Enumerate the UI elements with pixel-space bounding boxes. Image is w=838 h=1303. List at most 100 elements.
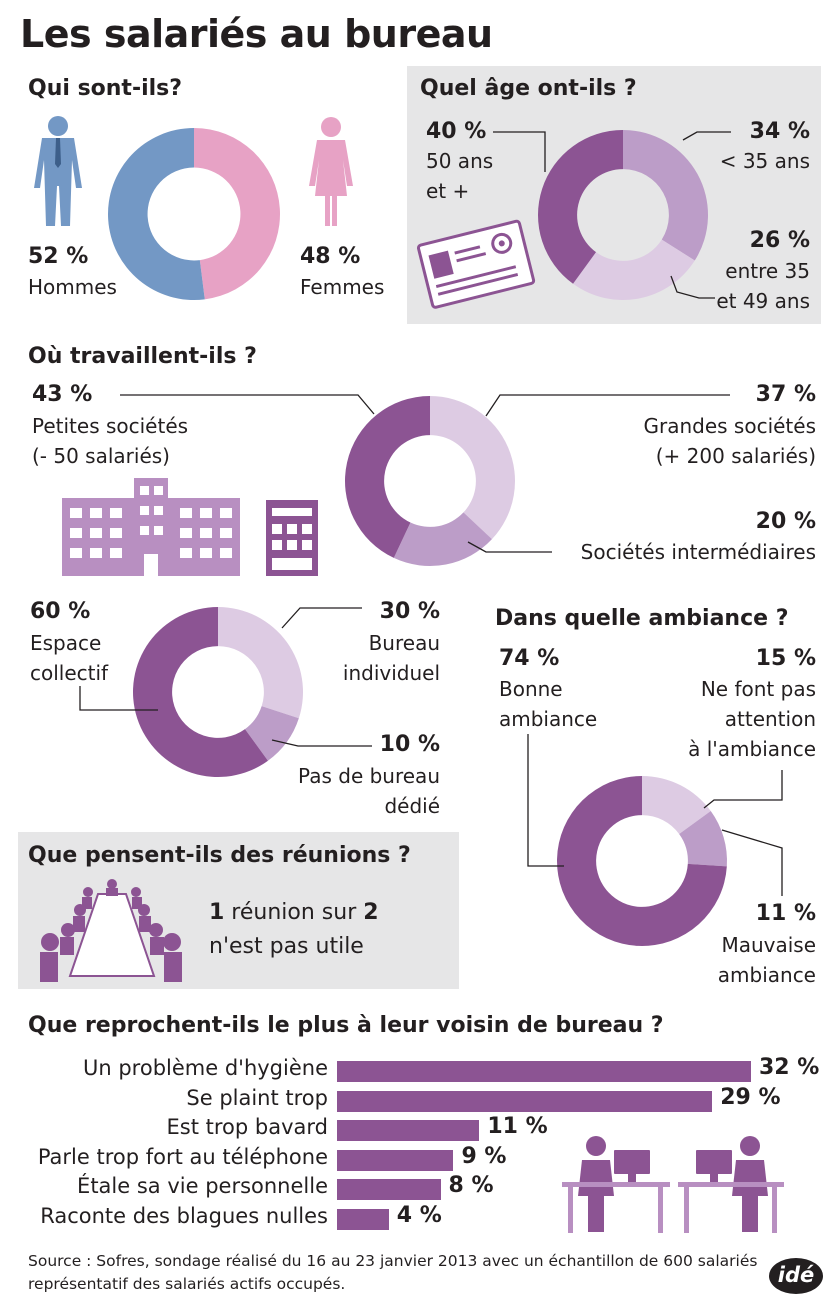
grandes-slice [430,396,515,540]
age-50-line2: et + [426,179,470,203]
bar [337,1179,441,1201]
mauvaise-line2: ambiance [717,963,816,987]
age-heading: Quel âge ont-ils ? [420,76,637,101]
hommes-slice [108,128,205,300]
voisin-heading: Que reprochent-ils le plus à leur voisin… [28,1013,664,1038]
individuel-line2: individuel [342,661,440,685]
bonne-slice [557,776,727,946]
bar-label: Raconte des blagues nulles [40,1204,328,1228]
age-50-pct: 40 % [426,119,487,144]
id-card-icon [416,219,536,309]
neutre-line3: à l'ambiance [688,737,816,761]
man-icon [34,116,82,226]
mauvaise-pct: 11 % [755,901,816,926]
buildings-icon [62,478,318,576]
office-type-donut-chart [133,607,303,777]
bar-label: Étale sa vie personnelle [77,1174,328,1199]
bar-value-label: 8 % [448,1173,494,1199]
petites-line2: (- 50 salariés) [32,444,170,468]
reunions-heading: Que pensent-ils des réunions ? [28,843,411,868]
age-35-pct: 34 % [749,119,810,144]
bar [337,1120,480,1142]
bar-value-label: 32 % [759,1055,820,1080]
source-note: Source : Sofres, sondage réalisé du 16 a… [28,1250,757,1296]
mauvaise-slice [679,811,727,867]
age-donut-chart [538,130,708,300]
age-leader-lines [493,131,731,299]
source-line1: Source : Sofres, sondage réalisé du 16 a… [28,1252,758,1270]
reunions-text1: réunion sur [224,900,364,925]
individuel-slice [218,607,303,719]
bar-label: Se plaint trop [186,1085,328,1110]
reunions-n1: 1 [209,900,225,925]
qui-heading: Qui sont-ils? [28,76,183,101]
bar [337,1061,751,1082]
mauvaise-line1: Mauvaise [721,933,816,957]
individuel-line1: Bureau [368,631,440,655]
age-50-line1: 50 ans [426,149,494,173]
aucun-line2: dédié [384,794,440,818]
collectif-pct: 60 % [30,599,91,624]
femmes-slice [194,128,281,300]
bonne-line1: Bonne [499,677,563,701]
company-donut-chart [345,396,515,566]
reunions-line2: n'est pas utile [209,934,364,959]
ou-heading: Où travaillent-ils ? [28,344,257,369]
neutre-pct: 15 % [755,646,816,671]
age-50plus-slice [538,130,623,284]
individuel-pct: 30 % [379,599,440,624]
bonne-pct: 74 % [499,646,560,671]
femmes-label: Femmes [300,275,385,299]
intermediaires-slice [393,512,492,566]
petites-line1: Petites sociétés [32,414,189,438]
age-3549-pct: 26 % [749,228,810,253]
age-3549-line1: entre 35 [725,259,810,283]
bar [337,1090,713,1112]
bonne-line2: ambiance [499,707,598,731]
bar-label: Parle trop fort au téléphone [37,1144,328,1169]
hommes-pct: 52 % [28,244,89,269]
age-35-49-slice [573,239,695,300]
petites-slice [345,396,430,558]
reunions-n2: 2 [363,900,379,925]
office-workers-icon [562,1136,784,1233]
espace-leader-lines [79,607,372,747]
bar-value-label: 29 % [720,1084,781,1110]
grandes-pct: 37 % [755,382,816,407]
bar [337,1149,454,1171]
reunions-line1: 1 réunion sur 2 [209,900,379,925]
source-line2: représentatif des salariés actifs occupé… [28,1275,346,1293]
meeting-table-icon [40,879,182,982]
aucun-line1: Pas de bureau [298,764,440,788]
petites-pct: 43 % [32,382,93,407]
sans-bureau-slice [244,706,299,761]
page-title: Les salariés au bureau [20,12,493,56]
bar-value-label: 11 % [487,1114,548,1140]
collectif-slice [133,607,268,777]
collectif-line1: Espace [30,631,102,655]
woman-icon [309,117,353,226]
gender-donut-chart [108,128,281,300]
bar-value-label: 4 % [396,1203,442,1228]
ambiance-donut-chart [557,776,727,946]
bar-label: Un problème d'hygiène [83,1056,328,1080]
aucun-pct: 10 % [379,732,440,757]
bar [337,1209,389,1230]
bar-label: Est trop bavard [166,1115,328,1140]
grandes-line1: Grandes sociétés [643,414,816,438]
inter-pct: 20 % [755,509,816,534]
femmes-pct: 48 % [300,244,361,269]
age-under35-slice [623,130,708,261]
hommes-label: Hommes [28,275,117,299]
bar-value-label: 9 % [461,1143,507,1169]
neutre-line2: attention [724,707,816,731]
grandes-line2: (+ 200 salariés) [655,444,816,468]
ambiance-leader-lines [527,734,783,896]
neutre-line1: Ne font pas [700,677,816,701]
collectif-line2: collectif [30,661,109,685]
age-35-line1: < 35 ans [719,149,810,173]
ou-leader-lines [120,394,730,553]
age-3549-line2: et 49 ans [716,289,810,313]
neutre-slice [642,776,711,835]
inter-line1: Sociétés intermédiaires [580,540,816,564]
